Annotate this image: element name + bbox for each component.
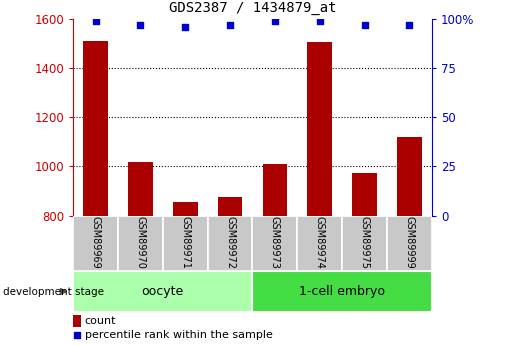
Text: GSM89974: GSM89974: [315, 216, 325, 268]
Bar: [73, 315, 81, 327]
Bar: [208, 216, 252, 271]
Text: GSM89975: GSM89975: [360, 216, 370, 269]
Point: [73, 332, 81, 338]
Text: GSM89973: GSM89973: [270, 216, 280, 268]
Point: [226, 22, 234, 28]
Text: GSM89970: GSM89970: [135, 216, 145, 268]
Bar: [387, 216, 432, 271]
Bar: [118, 216, 163, 271]
Bar: [263, 164, 287, 216]
Bar: [308, 42, 332, 216]
Point: [406, 22, 414, 28]
Bar: [252, 216, 297, 271]
Point: [361, 22, 369, 28]
Bar: [128, 161, 153, 216]
Bar: [73, 216, 118, 271]
Point: [181, 24, 189, 30]
Title: GDS2387 / 1434879_at: GDS2387 / 1434879_at: [169, 1, 336, 15]
Text: development stage: development stage: [3, 287, 104, 296]
Text: GSM89999: GSM89999: [405, 216, 415, 268]
Point: [316, 18, 324, 24]
Point: [91, 18, 99, 24]
Bar: [73, 271, 252, 312]
Text: GSM89969: GSM89969: [90, 216, 100, 268]
Bar: [173, 202, 197, 216]
Point: [271, 18, 279, 24]
Text: percentile rank within the sample: percentile rank within the sample: [85, 330, 273, 340]
Text: GSM89972: GSM89972: [225, 216, 235, 269]
Text: 1-cell embryo: 1-cell embryo: [299, 285, 385, 298]
Point: [136, 22, 144, 28]
Text: count: count: [85, 316, 116, 326]
Bar: [83, 41, 108, 216]
Bar: [342, 216, 387, 271]
Bar: [252, 271, 432, 312]
Bar: [163, 216, 208, 271]
Bar: [218, 197, 242, 216]
Bar: [397, 137, 422, 216]
Bar: [297, 216, 342, 271]
Text: GSM89971: GSM89971: [180, 216, 190, 268]
Text: oocyte: oocyte: [142, 285, 184, 298]
Bar: [352, 172, 377, 216]
